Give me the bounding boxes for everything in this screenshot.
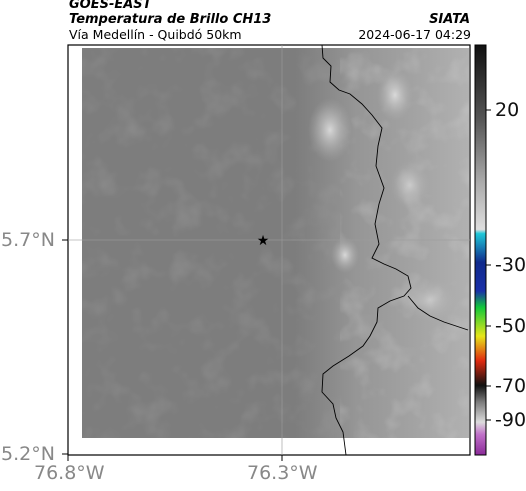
- colorbar-label-minus90: -90: [495, 409, 526, 431]
- lon-label-76.8: 76.8°W: [34, 462, 105, 484]
- lat-label-5.2: 5.2°N: [1, 443, 55, 465]
- timestamp-label: 2024-06-17 04:29: [358, 27, 471, 42]
- border-line-2: [407, 295, 469, 331]
- route-subtitle: Vía Medellín - Quibdó 50km: [69, 27, 242, 42]
- colorbar-label-minus30: -30: [495, 254, 526, 276]
- lon-label-76.3: 76.3°W: [247, 462, 318, 484]
- colorbar: [474, 44, 487, 456]
- colorbar-label-minus50: -50: [495, 315, 526, 337]
- colorbar-label-20: 20: [495, 99, 520, 121]
- administrative-boundaries: [321, 44, 469, 456]
- colorbar-ticks: [486, 109, 491, 421]
- lat-label-5.7: 5.7°N: [1, 229, 55, 251]
- axis-ticks: [62, 239, 283, 461]
- product-title: Temperatura de Brillo CH13: [69, 12, 272, 27]
- satellite-title: GOES-EAST: [69, 0, 152, 12]
- map-gridlines: [68, 45, 470, 455]
- location-marker-star-icon: ★: [257, 233, 270, 249]
- brightness-temperature-imagery: [82, 48, 469, 438]
- organization-label: SIATA: [429, 12, 470, 27]
- border-line-1: [321, 44, 412, 456]
- colorbar-label-minus70: -70: [495, 375, 526, 397]
